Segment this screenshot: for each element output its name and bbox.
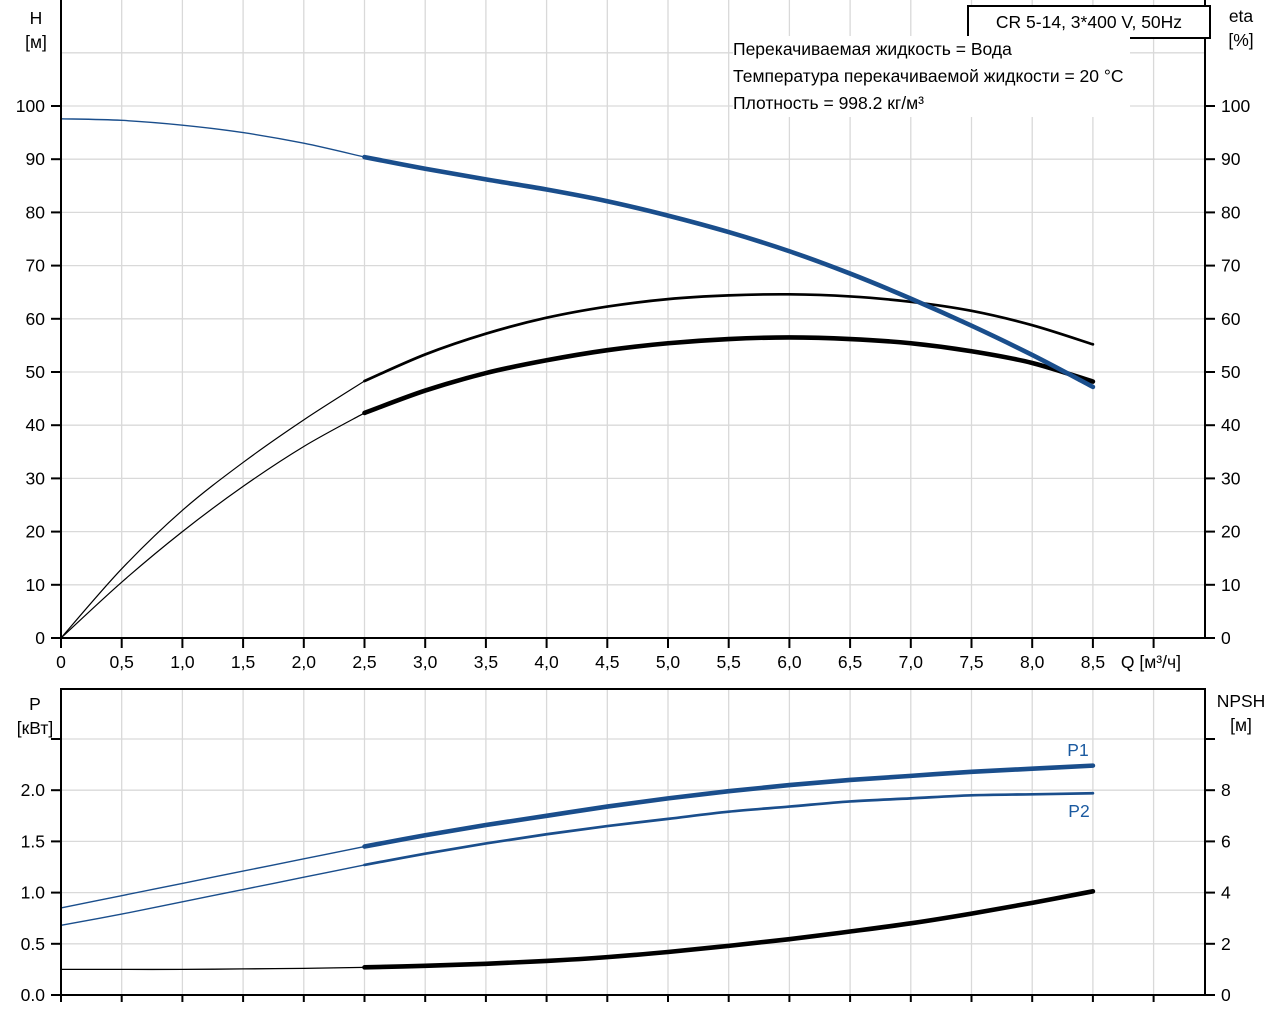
right-tick-label: 2 xyxy=(1221,934,1231,954)
curve-P1 xyxy=(362,763,1096,849)
right-tick-label: 0 xyxy=(1221,985,1231,1005)
curve-NPSH xyxy=(362,889,1096,970)
left-tick-label: 0.5 xyxy=(21,934,45,954)
right-tick-label: 80 xyxy=(1221,202,1241,222)
curve-P2 xyxy=(363,791,1095,867)
left-tick-label: 1.0 xyxy=(21,883,46,903)
curve-H-thin xyxy=(60,118,365,158)
left-tick-label: 2.0 xyxy=(21,780,46,800)
x-tick-label: 5,5 xyxy=(717,652,741,672)
x-tick-label: 2,0 xyxy=(292,652,317,672)
top-left-axis-title: H [м] xyxy=(12,6,60,54)
curve-eta-pump-thin xyxy=(60,380,365,639)
curve-label-P2: P2 xyxy=(1068,801,1090,821)
left-tick-label: 10 xyxy=(26,575,46,595)
left-tick-label: 0.0 xyxy=(21,985,46,1005)
curve-P1-thin xyxy=(60,845,365,909)
left-tick-label: 40 xyxy=(26,415,46,435)
x-tick-label: 0,5 xyxy=(110,652,134,672)
right-tick-label: 0 xyxy=(1221,628,1231,648)
x-tick-label: 6,0 xyxy=(777,652,802,672)
condition-temperature: Температура перекачиваемой жидкости = 20… xyxy=(733,66,1124,86)
left-tick-label: 30 xyxy=(26,468,46,488)
x-tick-label: 6,5 xyxy=(838,652,862,672)
right-tick-label: 60 xyxy=(1221,309,1241,329)
x-tick-label: 1,0 xyxy=(170,652,195,672)
left-tick-label: 60 xyxy=(26,309,46,329)
axis-title-eta: eta xyxy=(1228,6,1254,26)
condition-density: Плотность = 998.2 кг/м³ xyxy=(733,93,924,113)
x-tick-label: 7,0 xyxy=(899,652,924,672)
curve-eta-total-thin xyxy=(60,412,365,639)
bottom-left-axis-title: P [кВт] xyxy=(8,692,62,740)
axis-title-eta-unit: [%] xyxy=(1228,30,1254,50)
right-tick-label: 20 xyxy=(1221,522,1241,542)
bottom-right-axis-title: NPSH [м] xyxy=(1206,689,1276,737)
left-tick-label: 20 xyxy=(26,522,46,542)
left-tick-label: 80 xyxy=(26,202,46,222)
curve-eta-pump xyxy=(363,292,1095,383)
axis-title-H-unit: [м] xyxy=(25,32,47,52)
power-npsh-chart: 0.0 0.5 1.0 1.5 2.0 0 2 4 6 8 xyxy=(21,688,1231,1005)
right-tick-label: 50 xyxy=(1221,362,1241,382)
pump-model-title: CR 5-14, 3*400 V, 50Hz xyxy=(995,11,1183,32)
x-axis-unit-label: Q [м³/ч] xyxy=(1121,652,1181,672)
right-tick-label: 90 xyxy=(1221,149,1241,169)
axis-title-NPSH-unit: [м] xyxy=(1230,715,1252,735)
x-tick-label: 3,0 xyxy=(413,652,438,672)
left-tick-label: 0 xyxy=(35,628,45,648)
right-tick-label: 40 xyxy=(1221,415,1241,435)
x-tick-label: 3,5 xyxy=(474,652,498,672)
right-tick-label: 100 xyxy=(1221,96,1250,116)
left-tick-label: 100 xyxy=(16,96,45,116)
right-tick-label: 30 xyxy=(1221,468,1241,488)
left-tick-label: 70 xyxy=(26,256,46,276)
axis-title-NPSH: NPSH xyxy=(1216,691,1266,711)
x-tick-label: 8,0 xyxy=(1020,652,1045,672)
right-tick-label: 8 xyxy=(1221,780,1231,800)
axis-title-H: H xyxy=(29,8,43,28)
x-tick-label: 2,5 xyxy=(352,652,376,672)
x-tick-label: 4,5 xyxy=(595,652,619,672)
condition-liquid: Перекачиваемая жидкость = Вода xyxy=(733,39,1012,59)
top-right-axis-title: eta [%] xyxy=(1214,4,1268,52)
curve-eta-total xyxy=(362,335,1096,416)
curve-NPSH-thin xyxy=(61,966,365,971)
left-tick-label: 50 xyxy=(26,362,46,382)
right-tick-label: 10 xyxy=(1221,575,1241,595)
x-tick-label: 8,5 xyxy=(1081,652,1105,672)
operating-conditions: Перекачиваемая жидкость = Вода Температу… xyxy=(733,36,1130,117)
left-tick-label: 1.5 xyxy=(21,831,45,851)
x-tick-label: 7,5 xyxy=(959,652,983,672)
right-tick-label: 70 xyxy=(1221,256,1241,276)
left-tick-label: 90 xyxy=(26,149,46,169)
curve-P2-thin xyxy=(60,864,365,927)
right-tick-label: 6 xyxy=(1221,831,1231,851)
right-tick-label: 4 xyxy=(1221,883,1231,903)
x-tick-label: 1,5 xyxy=(231,652,255,672)
x-tick-label: 0 xyxy=(56,652,66,672)
axis-title-P: P xyxy=(29,694,41,714)
curve-label-P1: P1 xyxy=(1067,740,1089,760)
curve-H xyxy=(362,154,1096,390)
x-tick-label: 5,0 xyxy=(656,652,681,672)
pump-model-title-box: CR 5-14, 3*400 V, 50Hz xyxy=(967,5,1211,39)
axis-title-P-unit: [кВт] xyxy=(16,718,54,738)
x-tick-label: 4,0 xyxy=(534,652,559,672)
